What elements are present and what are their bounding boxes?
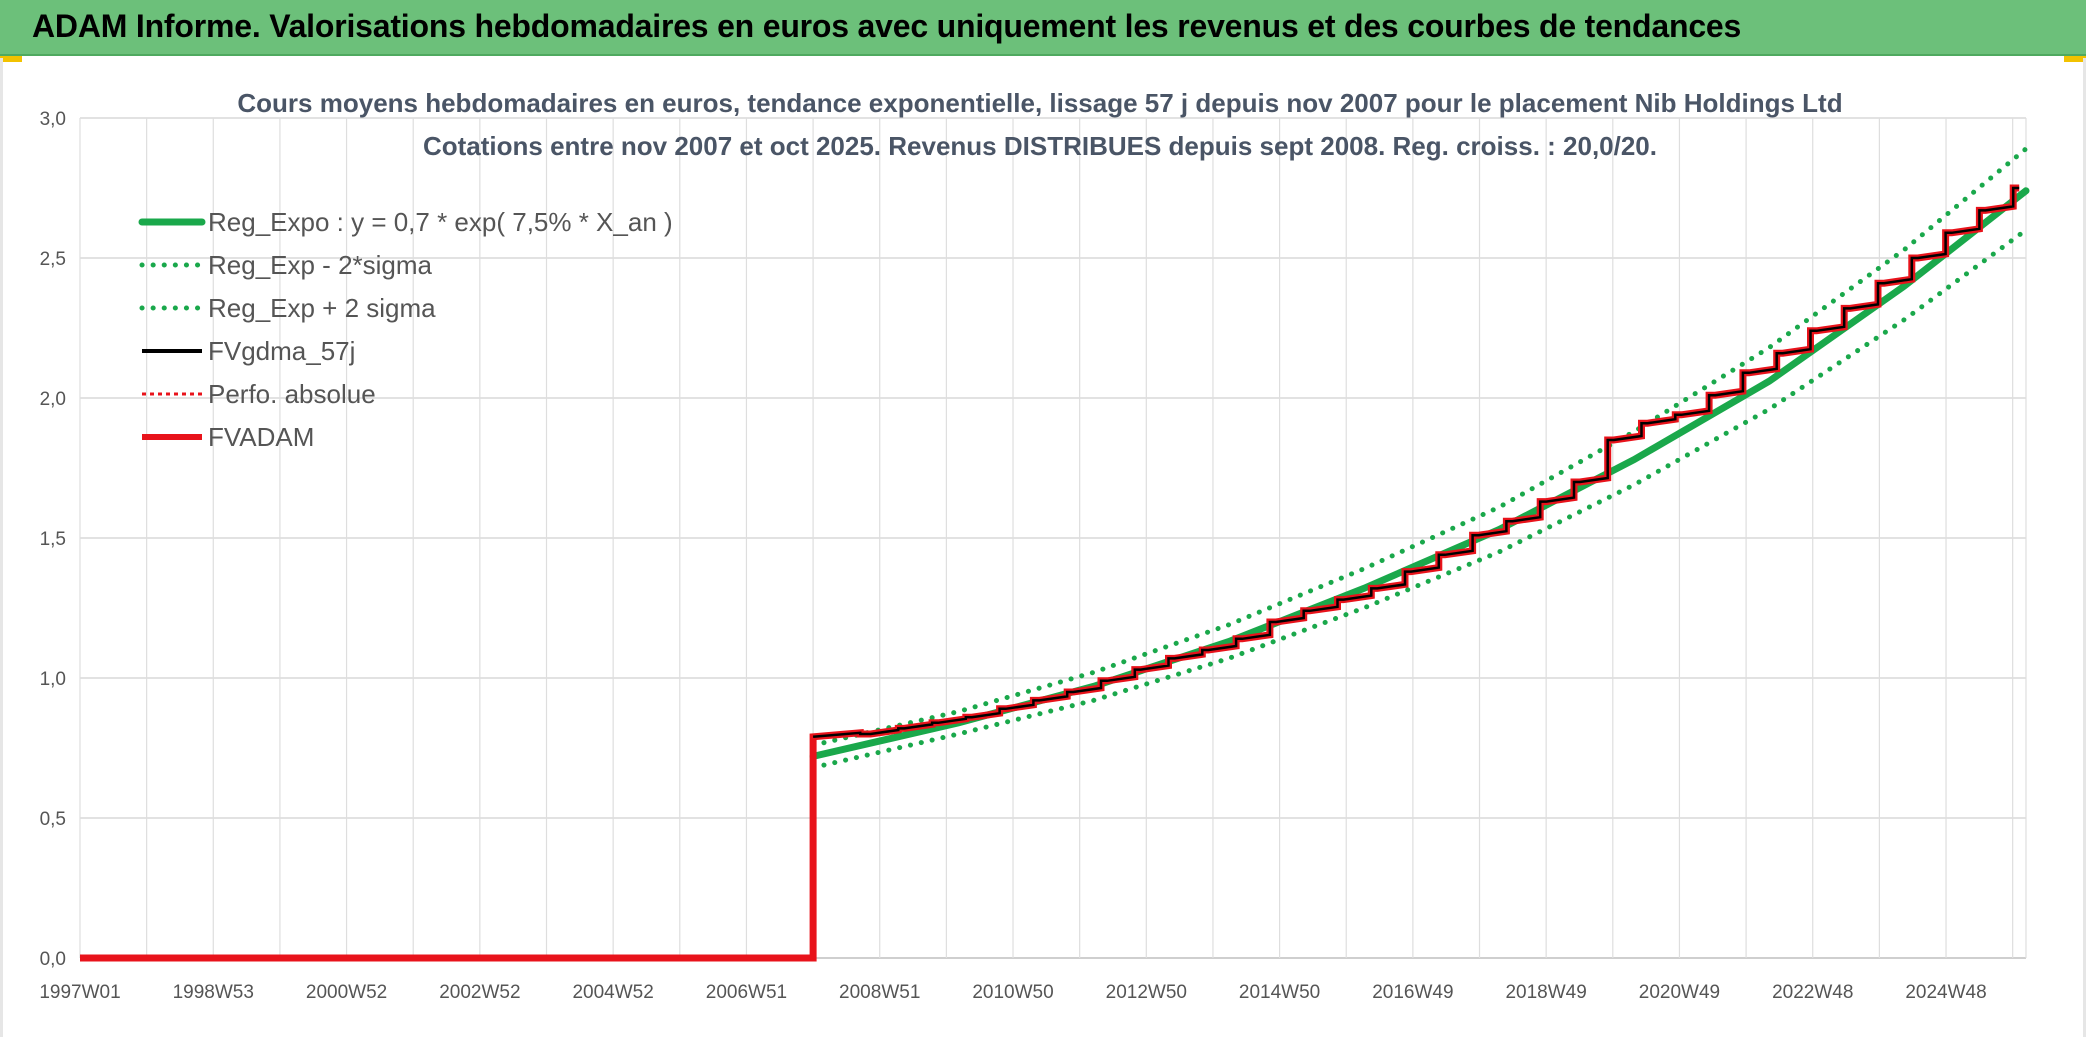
page-title: ADAM Informe. Valorisations hebdomadaire… <box>32 8 1742 44</box>
chart-frame <box>0 58 2086 1037</box>
legend-label: Reg_Exp + 2 sigma <box>208 293 436 323</box>
y-tick-label: 3,0 <box>40 109 66 130</box>
corner-accent-right <box>2064 56 2086 62</box>
series-fvgdma-57j <box>812 186 2020 739</box>
grid-layer <box>79 117 2027 959</box>
chart-title: Cours moyens hebdomadaires en euros, ten… <box>237 88 1842 161</box>
y-tick-label: 1,5 <box>40 529 66 550</box>
x-tick-label: 2014W50 <box>1239 982 1320 1003</box>
legend-label: Perfo. absolue <box>208 379 376 409</box>
x-tick-label: 2012W50 <box>1106 982 1187 1003</box>
series-reg-expo <box>809 187 2030 760</box>
header-bar: ADAM Informe. Valorisations hebdomadaire… <box>0 0 2086 56</box>
y-tick-label: 2,0 <box>40 389 66 410</box>
axis-layer: 0,0 0,5 1,0 1,5 2,0 2,5 3,0 1997W01 1998W53 2000W… <box>39 109 1986 1003</box>
x-tick-label: 2016W49 <box>1372 982 1453 1003</box>
y-tick-label: 0,0 <box>40 949 66 970</box>
corner-accent-left <box>0 56 22 62</box>
x-tick-label: 2018W49 <box>1505 982 1586 1003</box>
legend: Reg_Expo : y = 0,7 * exp( 7,5% * X_an ) R… <box>138 207 673 452</box>
series-reg-exp-plus-2sigma <box>810 146 2029 748</box>
x-tick-label: 2024W48 <box>1905 982 1986 1003</box>
x-tick-label: 2002W52 <box>439 982 520 1003</box>
x-tick-label: 2008W51 <box>839 982 920 1003</box>
series-layer <box>80 146 2030 962</box>
x-tick-label: 1997W01 <box>39 982 120 1003</box>
x-tick-label: 2006W51 <box>706 982 787 1003</box>
y-tick-label: 0,5 <box>40 809 66 830</box>
y-tick-label: 1,0 <box>40 669 66 690</box>
legend-label: FVADAM <box>208 422 314 452</box>
x-tick-label: 1998W53 <box>173 982 254 1003</box>
x-tick-label: 2010W50 <box>972 982 1053 1003</box>
x-tick-label: 2020W49 <box>1639 982 1720 1003</box>
legend-label: FVgdma_57j <box>208 336 355 366</box>
x-tick-label: 2004W52 <box>572 982 653 1003</box>
y-tick-label: 2,5 <box>40 249 66 270</box>
legend-label: Reg_Exp - 2*sigma <box>208 250 433 280</box>
chart-title-line-1: Cours moyens hebdomadaires en euros, ten… <box>237 88 1842 118</box>
chart-title-line-2: Cotations entre nov 2007 et oct 2025. Re… <box>423 131 1657 161</box>
x-tick-label: 2000W52 <box>306 982 387 1003</box>
x-tick-label: 2022W48 <box>1772 982 1853 1003</box>
legend-label: Reg_Expo : y = 0,7 * exp( 7,5% * X_an ) <box>208 207 673 237</box>
